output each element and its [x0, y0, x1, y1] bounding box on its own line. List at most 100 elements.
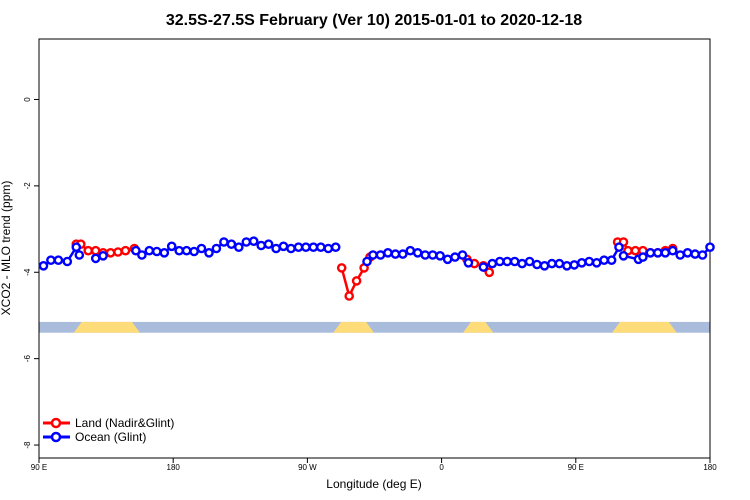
x-tick-label: 90 W [298, 463, 317, 472]
ocean-data-point [301, 242, 311, 252]
ocean-data-point [98, 250, 108, 261]
y-axis-ticks: 0 -2 -4 -6 -8 [23, 97, 39, 449]
ocean-data-point [412, 247, 423, 258]
ocean-data-point [618, 250, 629, 261]
ocean-data-point [375, 250, 386, 260]
ocean-data-point [562, 260, 572, 271]
ocean-data-point [487, 258, 498, 269]
ocean-data-point [420, 250, 431, 260]
ocean-data-point [509, 256, 520, 267]
land-data-point [90, 245, 101, 256]
land-band-segment-0 [73, 321, 140, 333]
ocean-data-point [256, 240, 267, 251]
x-tick-label: 180 [167, 463, 181, 472]
ocean-data-point [293, 242, 304, 252]
y-tick-label: -4 [23, 268, 32, 276]
ocean-data-point [517, 258, 527, 269]
ocean-data-point [71, 242, 82, 252]
ocean-data-point [532, 259, 542, 270]
ocean-data-point [524, 256, 535, 267]
x-tick-label: 90 E [31, 463, 47, 472]
x-axis-ticks: 90 E 180 90 W 0 90 E 180 [31, 458, 717, 472]
y-tick-label: -2 [23, 182, 32, 190]
legend-ocean-marker [50, 431, 62, 443]
ocean-data-point [151, 246, 162, 257]
y-tick-label: -6 [23, 355, 32, 363]
surface-band [39, 321, 710, 333]
ocean-data-point [599, 255, 609, 266]
ocean-data-point [315, 242, 326, 252]
land-data-point [351, 276, 362, 286]
land-data-point [120, 245, 131, 256]
ocean-data-point [53, 255, 64, 266]
ocean-data-point [323, 243, 334, 254]
land-data-point [484, 267, 495, 278]
ocean-data-point [38, 260, 49, 271]
ocean-data-point [196, 243, 207, 254]
legend: Land (Nadir&Glint) Ocean (Glint) [43, 416, 174, 444]
ocean-data-point [131, 245, 141, 256]
land-data-point [630, 245, 641, 256]
ocean-data-point [308, 242, 319, 252]
ocean-data-point [383, 247, 393, 258]
ocean-data-point [675, 250, 686, 260]
x-tick-label: 90 E [568, 463, 584, 472]
ocean-data-point [362, 256, 372, 267]
ocean-data-point [286, 243, 296, 254]
ocean-data-point [189, 246, 199, 257]
ocean-data-point [614, 242, 624, 252]
ocean-data-point [248, 236, 259, 246]
ocean-data-point [405, 245, 416, 256]
ocean-data-point [241, 237, 252, 247]
legend-ocean-label: Ocean (Glint) [75, 430, 146, 444]
ocean-data-point [166, 241, 177, 252]
ocean-data-point [427, 250, 438, 260]
y-axis-label: XCO2 - MLO trend (ppm) [0, 181, 13, 316]
ocean-data-point [577, 257, 587, 268]
ocean-data-point [645, 247, 656, 258]
ocean-data-point [478, 262, 489, 272]
ocean-data-point [450, 252, 460, 262]
ocean-data-point [584, 256, 595, 267]
ocean-data-point [463, 257, 474, 268]
y-tick-label: 0 [23, 97, 32, 102]
ocean-data-point [263, 239, 274, 249]
ocean-data-point [569, 260, 580, 270]
ocean-data-point [159, 247, 170, 258]
ocean-data-point [457, 250, 468, 260]
ocean-band [39, 321, 710, 333]
ocean-data-point [494, 256, 505, 267]
land-band-segment-1 [333, 321, 375, 333]
ocean-data-point [390, 249, 401, 259]
ocean-data-point [226, 239, 237, 249]
ocean-data-point [330, 242, 341, 252]
ocean-data-point [204, 247, 214, 258]
ocean-data-point [233, 242, 244, 252]
legend-land-marker [50, 417, 62, 429]
ocean-data-point [74, 250, 85, 260]
ocean-data-point [46, 255, 56, 266]
ocean-data-point [62, 256, 73, 267]
ocean-data-point [705, 242, 715, 252]
ocean-data-point [547, 258, 557, 269]
land-data-point [344, 291, 355, 301]
ocean-data-point [697, 250, 708, 260]
ocean-data-point [397, 249, 408, 259]
land-band-segment-2 [462, 321, 494, 333]
ocean-data-point [181, 245, 192, 256]
x-tick-label: 0 [439, 463, 444, 472]
ocean-data-point [667, 245, 678, 256]
ocean-data-point [591, 257, 602, 268]
ocean-data-point [502, 256, 513, 267]
y-tick-label: -8 [23, 441, 32, 449]
ocean-data-point [211, 243, 222, 254]
ocean-data-point [442, 254, 453, 265]
ocean-data-point [278, 241, 289, 252]
land-data-point [336, 263, 347, 273]
legend-land-label: Land (Nadir&Glint) [75, 416, 174, 430]
land-data-point [113, 247, 123, 257]
ocean-data-point [174, 245, 184, 256]
ocean-data-point [137, 250, 147, 260]
ocean-data-point [638, 252, 648, 262]
